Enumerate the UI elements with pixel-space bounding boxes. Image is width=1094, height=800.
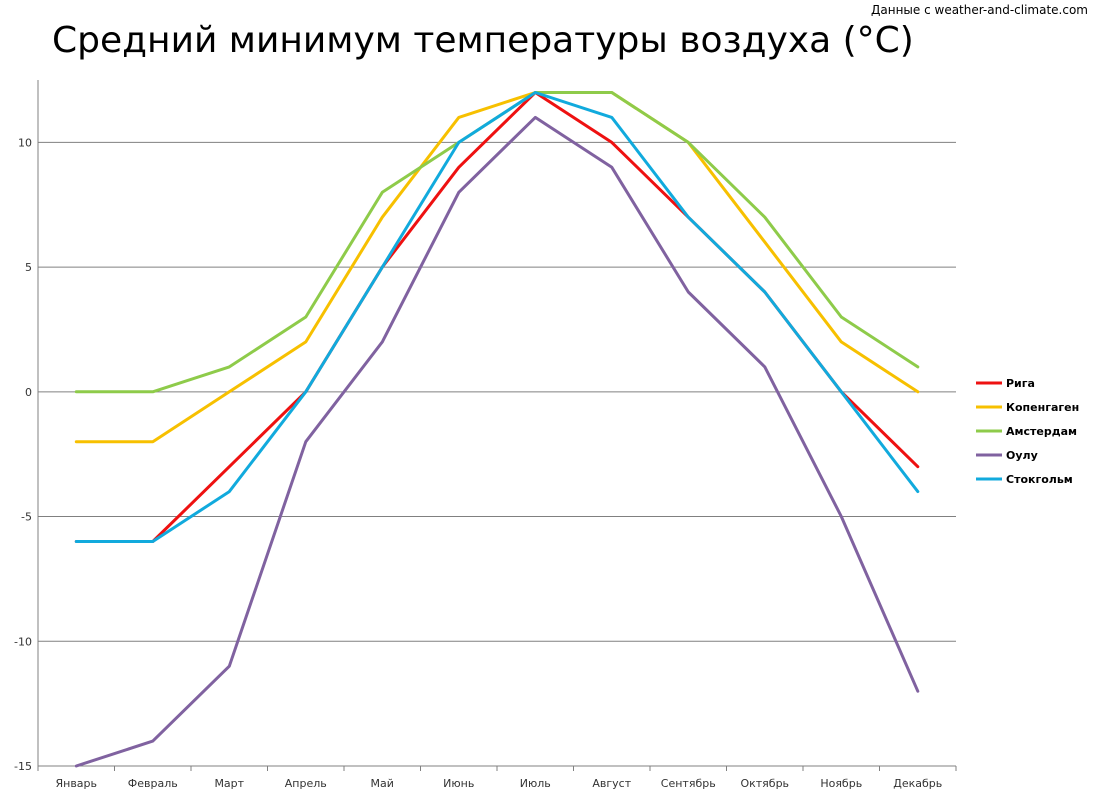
y-tick-label: 5	[25, 261, 32, 274]
y-tick-label: -10	[14, 635, 32, 648]
legend-label: Оулу	[1006, 449, 1038, 462]
x-tick-label: Март	[214, 777, 244, 790]
x-tick-label: Июль	[520, 777, 551, 790]
series-lines	[74, 91, 920, 768]
legend-label: Амстердам	[1006, 425, 1077, 438]
series-line-0	[74, 91, 920, 543]
x-axis-ticks: Январь Февраль Март Апрель Май Июнь Июль Август…	[55, 777, 942, 790]
x-tick-label: Декабрь	[893, 777, 942, 790]
axes	[37, 80, 957, 771]
grid	[38, 141, 956, 767]
x-tick-label: Апрель	[285, 777, 327, 790]
y-tick-label: 10	[18, 136, 32, 149]
y-tick-label: -15	[14, 760, 32, 773]
x-tick-label: Октябрь	[740, 777, 789, 790]
y-axis-ticks: -15 -10 -5 0 5 10	[14, 136, 32, 773]
series-line-1	[74, 91, 920, 444]
legend-label: Рига	[1006, 377, 1035, 390]
y-tick-label: 0	[25, 386, 32, 399]
x-tick-label: Февраль	[128, 777, 178, 790]
chart-title: Средний минимум температуры воздуха (°C)	[52, 20, 914, 61]
series-line-2	[74, 91, 920, 394]
series-line-4	[74, 91, 920, 543]
y-tick-label: -5	[21, 511, 32, 524]
x-tick-label: Август	[592, 777, 631, 790]
x-tick-label: Январь	[55, 777, 97, 790]
legend: Рига Копенгаген Амстердам Оулу Стокгольм	[976, 377, 1079, 486]
x-tick-label: Сентябрь	[661, 777, 716, 790]
x-tick-label: Май	[371, 777, 394, 790]
legend-label: Стокгольм	[1006, 473, 1073, 486]
legend-label: Копенгаген	[1006, 401, 1079, 414]
x-tick-label: Ноябрь	[820, 777, 862, 790]
data-source-note: Данные с weather-and-climate.com	[871, 3, 1088, 17]
series-line-3	[74, 115, 920, 768]
x-tick-label: Июнь	[443, 777, 474, 790]
